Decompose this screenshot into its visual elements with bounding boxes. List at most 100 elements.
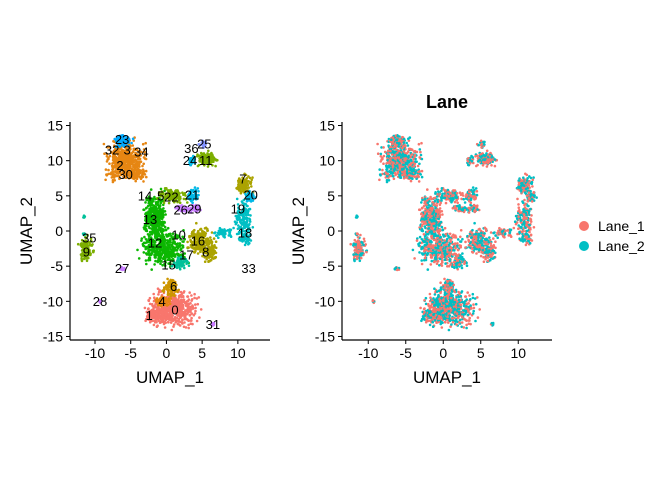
cluster-point (169, 246, 172, 250)
cluster-point (163, 320, 167, 324)
cluster-point (159, 214, 163, 217)
cluster-point (199, 308, 203, 311)
cluster-point (143, 306, 147, 310)
lane-point (450, 286, 454, 289)
lane-point (437, 295, 440, 299)
cluster-point (177, 320, 180, 323)
lane-point (420, 157, 424, 161)
cluster-point (159, 308, 163, 311)
lane-point (439, 281, 442, 285)
cluster-point (147, 256, 151, 260)
lane-point (456, 304, 460, 307)
cluster-point (159, 299, 163, 303)
cluster-point (152, 292, 155, 296)
cluster-point (161, 211, 165, 214)
cluster-point (128, 158, 131, 162)
cluster-point (214, 164, 217, 168)
cluster-point (170, 309, 174, 313)
cluster-point (166, 320, 170, 324)
cluster-point (175, 266, 179, 270)
lane-point (474, 319, 477, 323)
cluster-point (245, 220, 249, 224)
cluster-point (245, 204, 249, 208)
cluster-point (132, 160, 135, 163)
lane-point (471, 312, 475, 315)
y-tick-label: 5 (55, 188, 63, 204)
cluster-point (186, 295, 190, 298)
lane-point (448, 314, 452, 317)
cluster-point (173, 282, 177, 285)
cluster-point (186, 240, 189, 244)
cluster-point (185, 301, 188, 305)
cluster-point (169, 284, 173, 287)
lane-point (463, 309, 466, 312)
lane-point (465, 323, 468, 327)
lane-point (428, 323, 432, 327)
cluster-point (216, 231, 220, 235)
cluster-point (165, 317, 169, 320)
lane-point (438, 303, 442, 306)
cluster-point (163, 225, 167, 229)
cluster-point (248, 220, 252, 223)
cluster-point (229, 228, 233, 232)
lane-point (420, 169, 424, 173)
cluster-point (181, 294, 185, 298)
cluster-point (167, 285, 170, 289)
lane-point (465, 305, 468, 308)
cluster-point (160, 317, 163, 320)
lane-point (450, 304, 453, 308)
cluster-point (161, 224, 164, 227)
lane-point (456, 315, 460, 319)
cluster-point (134, 159, 138, 163)
cluster-point (135, 161, 138, 165)
cluster-point (145, 317, 148, 321)
cluster-point (193, 296, 196, 300)
cluster-point (171, 248, 174, 252)
cluster-point (214, 240, 218, 243)
cluster-point (137, 257, 141, 260)
y-axis-title: UMAP_2 (17, 197, 36, 265)
cluster-point (136, 248, 139, 252)
cluster-point (147, 314, 151, 317)
cluster-point (174, 320, 177, 324)
cluster-point (170, 290, 173, 294)
cluster-point (140, 239, 143, 242)
lane-point (381, 168, 384, 172)
lane-point (419, 153, 423, 157)
lane-point (450, 323, 453, 326)
lane-point (436, 299, 439, 303)
cluster-point (92, 250, 95, 254)
cluster-point (152, 319, 156, 323)
cluster-point (172, 279, 175, 282)
cluster-point (183, 300, 186, 304)
cluster-point (207, 259, 211, 263)
cluster-point (105, 174, 109, 177)
lane-point (467, 308, 470, 312)
cluster-point (218, 226, 222, 230)
lane-point (420, 317, 424, 321)
lane-point (458, 318, 462, 322)
cluster-point (156, 308, 159, 311)
cluster-label-30: 30 (118, 167, 132, 182)
lane-point (441, 313, 445, 317)
cluster-label-20: 20 (243, 188, 257, 203)
lane-point (453, 316, 456, 320)
lane-point (457, 290, 460, 294)
cluster-point (219, 232, 222, 235)
cluster-label-35: 35 (82, 231, 96, 246)
cluster-point (161, 240, 165, 243)
cluster-point (168, 299, 171, 303)
cluster-point (151, 197, 155, 201)
cluster-label-10: 10 (171, 228, 185, 243)
cluster-point (102, 142, 106, 146)
lane-point (448, 303, 451, 307)
cluster-point (110, 171, 114, 175)
cluster-point (169, 321, 173, 324)
cluster-point (172, 325, 175, 328)
lane-point (450, 282, 454, 285)
cluster-point (182, 307, 185, 310)
cluster-point (158, 223, 162, 226)
cluster-point (157, 319, 160, 322)
lane-point (418, 156, 422, 159)
cluster-point (153, 263, 156, 266)
